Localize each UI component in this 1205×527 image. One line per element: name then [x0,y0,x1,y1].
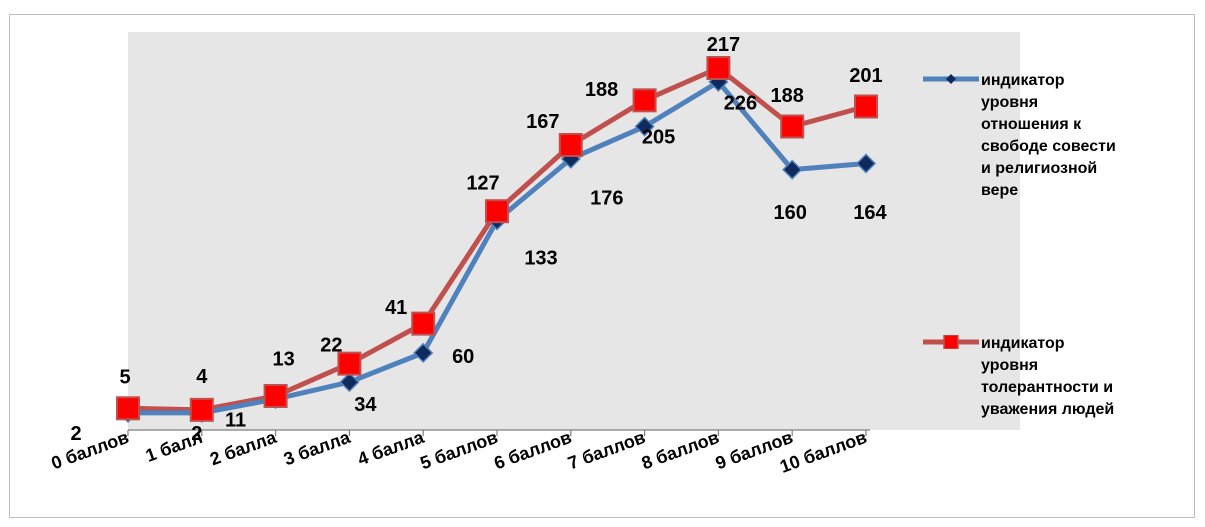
series-layer [116,56,878,423]
data-label-tolerance: 34 [354,394,377,416]
data-label-religion: 2 [191,423,202,445]
data-label-religion: 167 [526,111,559,133]
data-label-religion: 188 [585,79,618,101]
series-tolerance-point [706,56,731,80]
legend-swatch-tolerance [923,335,979,349]
series-tolerance-point [263,383,288,408]
data-label-religion: 22 [320,334,342,356]
plot-area [128,32,1020,430]
data-label-tolerance: 60 [452,346,474,368]
legend-item-tolerance: индикатор уровня толерантности и уважени… [923,333,1183,421]
data-label-tolerance: 188 [771,85,804,107]
series-religion-point [634,116,655,137]
data-label-tolerance: 226 [724,92,757,114]
series-religion-point [782,159,803,180]
data-label-religion: 127 [466,173,499,195]
x-tick-label: 7 баллов [565,427,648,473]
series-tolerance-point [780,114,805,139]
legend-label-tolerance: индикатор уровня толерантности и уважени… [981,335,1115,418]
series-tolerance-point [632,88,657,113]
series-tolerance-point [854,94,878,119]
data-label-tolerance: 176 [590,187,623,209]
data-label-tolerance: 5 [119,367,130,389]
series-tolerance-point [337,351,362,376]
series-religion-point [339,372,360,393]
x-tick-label: 4 балла [355,427,428,470]
x-tick-label: 8 баллов [639,427,722,473]
data-label-tolerance: 205 [642,127,675,149]
data-label-tolerance: 13 [272,348,294,370]
x-axis [127,429,870,436]
legend-label-religion: индикатор уровня отношения к свободе сов… [981,72,1116,199]
series-tolerance-point [411,311,436,336]
x-tick-label: 5 баллов [418,427,501,473]
x-tick-label: 1 балл [143,427,205,466]
series-tolerance-point [189,397,214,422]
x-tick-label: 0 баллов [49,427,132,473]
x-tick-label: 6 баллов [491,427,574,473]
data-label-tolerance: 4 [196,366,208,388]
series-tolerance-point [485,199,509,224]
legend-swatch-religion [923,74,979,84]
series-religion-point [413,342,434,363]
series-tolerance-point [558,132,583,157]
data-label-religion: 2 [70,423,81,445]
data-label-tolerance: 133 [524,247,557,269]
x-tick-label: 2 балла [207,427,280,470]
data-label-tolerance: 201 [849,65,882,87]
series-religion-point [855,153,877,174]
data-label-religion: 217 [707,34,740,56]
series-tolerance-point [116,396,140,421]
x-tick-label: 3 балла [281,427,354,470]
legend-item-religion: индикатор уровня отношения к свободе сов… [923,70,1183,202]
data-label-religion: 160 [774,202,807,224]
data-label-religion: 11 [225,409,246,431]
data-label-religion: 164 [853,202,887,224]
data-label-religion: 41 [385,297,407,319]
